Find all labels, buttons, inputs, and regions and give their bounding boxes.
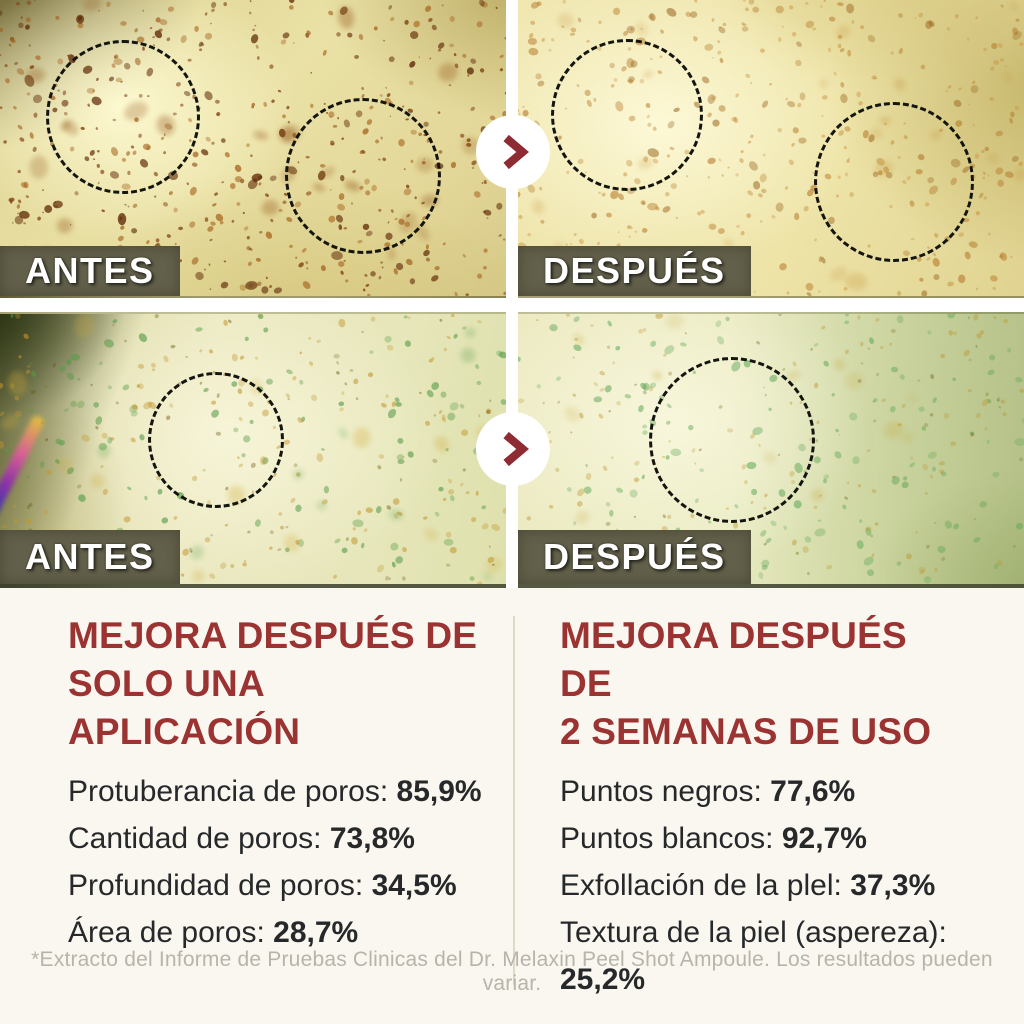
stat-value: 25,2% bbox=[560, 963, 646, 996]
stat-label: Exfollación de la plel: bbox=[560, 869, 842, 902]
stat-row: Protuberancia de poros: 85,9% bbox=[68, 768, 495, 815]
photo-before-1: ANTES bbox=[0, 0, 506, 298]
stat-label: Textura de la piel (aspereza): bbox=[560, 916, 947, 949]
stat-row: Puntos negros: 77,6% bbox=[560, 768, 968, 815]
next-arrow-icon bbox=[476, 115, 550, 189]
stat-label: Cantidad de poros: bbox=[68, 822, 322, 855]
stat-row: Exfollación de la plel: 37,3% bbox=[560, 862, 968, 909]
title-line: SOLO UNA APLICACIÓN bbox=[68, 663, 301, 752]
photo-after-2: DESPUÉS bbox=[518, 312, 1024, 588]
stat-value: 73,8% bbox=[329, 822, 415, 855]
photo-label: ANTES bbox=[25, 536, 155, 577]
disclaimer-text: *Extracto del Informe de Pruebas Clinica… bbox=[31, 948, 993, 995]
title-line: MEJORA DESPUÉS DE bbox=[68, 615, 478, 656]
focus-circle bbox=[649, 357, 815, 523]
results-column-left: MEJORA DESPUÉS DE SOLO UNA APLICACIÓN Pr… bbox=[68, 612, 513, 1003]
stat-value: 34,5% bbox=[371, 869, 457, 902]
stat-value: 77,6% bbox=[770, 775, 856, 808]
focus-circle bbox=[814, 102, 974, 262]
photo-after-1: DESPUÉS bbox=[518, 0, 1024, 298]
stat-row: Cantidad de poros: 73,8% bbox=[68, 815, 495, 862]
stat-value: 28,7% bbox=[273, 916, 359, 949]
photo-label-badge: DESPUÉS bbox=[518, 530, 751, 584]
photo-label: DESPUÉS bbox=[543, 250, 726, 291]
next-arrow-icon bbox=[476, 412, 550, 486]
stat-row: Puntos blancos: 92,7% bbox=[560, 815, 968, 862]
stat-value: 92,7% bbox=[781, 822, 867, 855]
comparison-row-1: ANTES DESPUÉS bbox=[0, 0, 1024, 298]
results-title-right: MEJORA DESPUÉS DE 2 SEMANAS DE USO bbox=[560, 612, 968, 756]
stat-value: 85,9% bbox=[396, 775, 482, 808]
stat-label: Puntos negros: bbox=[560, 775, 762, 808]
stat-label: Área de poros: bbox=[68, 916, 265, 949]
results-title-left: MEJORA DESPUÉS DE SOLO UNA APLICACIÓN bbox=[68, 612, 495, 756]
comparison-row-2: ANTES DESPUÉS bbox=[0, 312, 1024, 588]
focus-circle bbox=[46, 40, 200, 194]
photo-label-badge: ANTES bbox=[0, 246, 180, 296]
stat-label: Puntos blancos: bbox=[560, 822, 774, 855]
photo-label: ANTES bbox=[25, 250, 155, 291]
photo-before-2: ANTES bbox=[0, 312, 506, 588]
results-columns: MEJORA DESPUÉS DE SOLO UNA APLICACIÓN Pr… bbox=[0, 588, 1024, 1003]
title-line: MEJORA DESPUÉS DE bbox=[560, 615, 907, 704]
column-divider bbox=[513, 616, 515, 985]
photo-label-badge: ANTES bbox=[0, 530, 180, 584]
results-section: MEJORA DESPUÉS DE SOLO UNA APLICACIÓN Pr… bbox=[0, 588, 1024, 1024]
stat-row: Textura de la piel (aspereza): 25,2% bbox=[560, 909, 968, 1003]
results-column-right: MEJORA DESPUÉS DE 2 SEMANAS DE USO Punto… bbox=[515, 612, 968, 1003]
stat-value: 37,3% bbox=[850, 869, 936, 902]
stat-row: Área de poros: 28,7% bbox=[68, 909, 495, 956]
stat-row: Profundidad de poros: 34,5% bbox=[68, 862, 495, 909]
focus-circle bbox=[551, 39, 703, 191]
stat-label: Protuberancia de poros: bbox=[68, 775, 389, 808]
title-line: 2 SEMANAS DE USO bbox=[560, 711, 932, 752]
stat-label: Profundidad de poros: bbox=[68, 869, 364, 902]
photo-label-badge: DESPUÉS bbox=[518, 246, 751, 296]
focus-circle bbox=[285, 98, 441, 254]
focus-circle bbox=[148, 372, 284, 508]
photo-label: DESPUÉS bbox=[543, 536, 726, 577]
